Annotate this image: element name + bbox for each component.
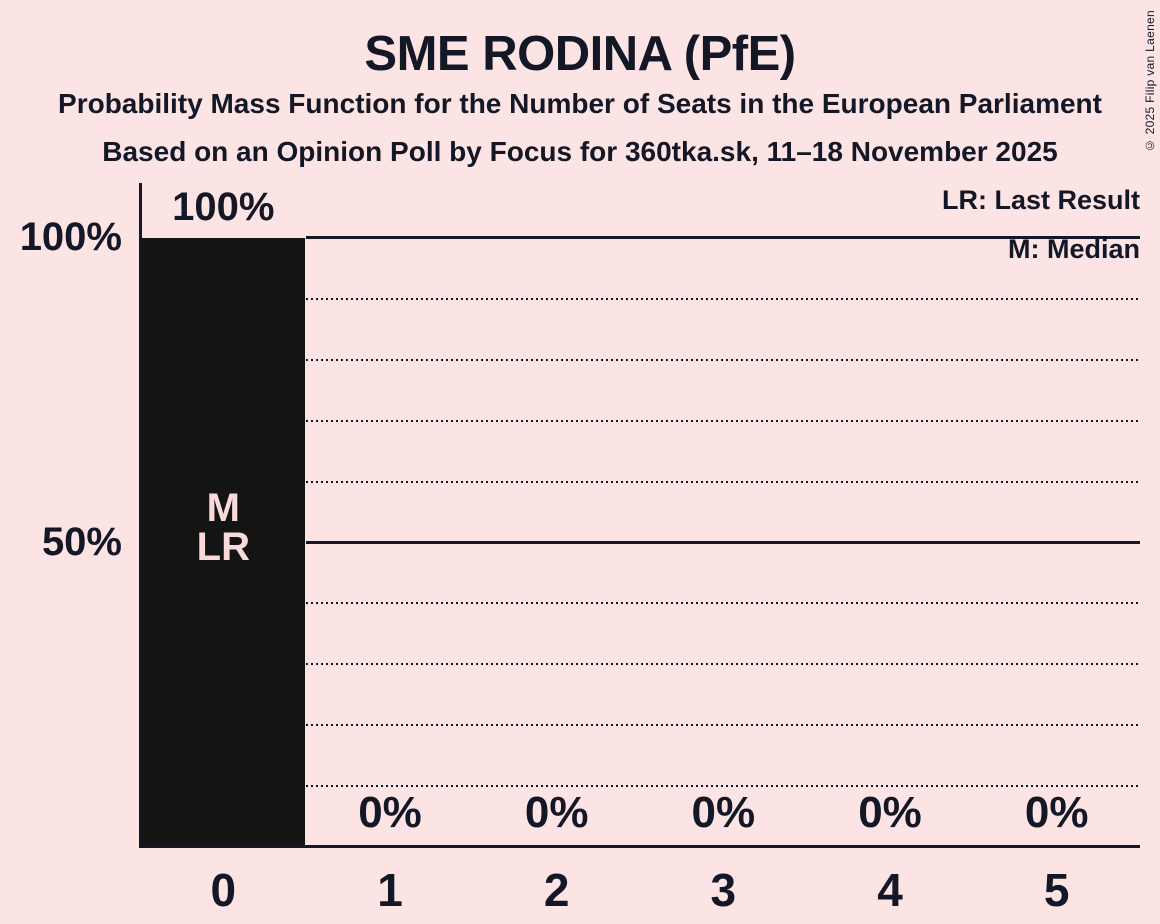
gridline-dotted-80 <box>306 359 1140 361</box>
gridline-dotted-30 <box>306 663 1140 665</box>
x-tick-label-1: 1 <box>377 864 403 916</box>
bar-annotation-line: LR <box>196 525 250 569</box>
x-tick-label-0: 0 <box>210 864 237 916</box>
x-tick-label-4: 4 <box>877 864 903 916</box>
bar-annotation-line: M <box>206 486 240 530</box>
chart-subtitle: Probability Mass Function for the Number… <box>58 88 1102 119</box>
y-axis-label-50: 50% <box>41 520 122 564</box>
value-label-seat-4: 0% <box>858 788 922 837</box>
value-label-seat-5: 0% <box>1024 788 1089 837</box>
chart-title: SME RODINA (PfE) <box>364 27 796 81</box>
bar-seat-0 <box>141 238 305 845</box>
y-axis-label-100: 100% <box>19 215 122 259</box>
x-tick-label-5: 5 <box>1043 864 1070 916</box>
chart-poll-details: Based on an Opinion Poll by Focus for 36… <box>102 136 1058 167</box>
x-tick-label-2: 2 <box>543 864 570 916</box>
bar-annotation-seat-0: M LR <box>140 486 307 569</box>
gridline-solid-100 <box>306 236 1140 239</box>
value-label-seat-3: 0% <box>691 788 756 837</box>
legend-last-result: LR: Last Result <box>941 185 1140 215</box>
gridline-dotted-90 <box>306 298 1140 300</box>
x-axis-line <box>139 845 1140 848</box>
copyright-notice: © 2025 Filip van Laenen <box>1143 10 1157 153</box>
gridline-dotted-70 <box>306 420 1140 422</box>
gridline-dotted-60 <box>306 481 1140 483</box>
value-label-seat-1: 0% <box>358 788 422 837</box>
y-axis-line <box>139 183 142 848</box>
value-label-seat-2: 0% <box>524 788 589 837</box>
gridline-dotted-20 <box>306 724 1140 726</box>
legend-median: M: Median <box>1008 234 1140 264</box>
x-tick-label-3: 3 <box>710 864 737 916</box>
gridline-dotted-40 <box>306 602 1140 604</box>
gridline-solid-50 <box>306 541 1140 544</box>
gridline-dotted-10 <box>306 785 1140 787</box>
value-label-seat-0: 100% <box>172 185 275 229</box>
